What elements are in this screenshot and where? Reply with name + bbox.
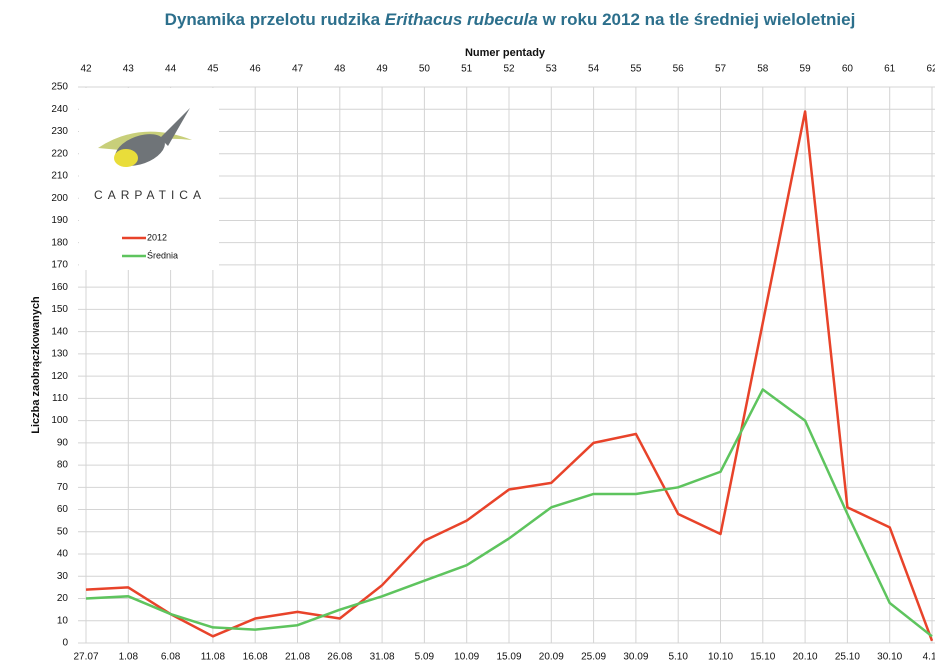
y-tick-label: 70	[57, 482, 69, 493]
top-tick-label: 47	[292, 64, 304, 75]
y-tick-label: 50	[57, 526, 69, 537]
x-tick-label: 15.10	[750, 652, 775, 663]
top-tick-label: 43	[123, 64, 135, 75]
y-tick-label: 250	[51, 82, 68, 93]
top-tick-label: 61	[884, 64, 896, 75]
series-line	[85, 110, 934, 642]
y-tick-label: 0	[62, 638, 68, 649]
x-tick-label: 21.08	[285, 652, 310, 663]
top-tick-label: 54	[588, 64, 600, 75]
top-tick-label: 48	[334, 64, 346, 75]
legend-label: 2012	[147, 232, 167, 242]
y-tick-label: 20	[57, 593, 69, 604]
top-tick-label: 58	[757, 64, 769, 75]
y-tick-label: 200	[51, 193, 68, 204]
top-tick-label: 50	[419, 64, 431, 75]
y-tick-label: 140	[51, 326, 68, 337]
x-tick-label: 20.10	[793, 652, 818, 663]
title-part: w roku 2012 na tle średniej wieloletniej	[538, 10, 855, 29]
top-tick-label: 51	[461, 64, 473, 75]
x-tick-label: 10.10	[708, 652, 733, 663]
x-tick-label: 26.08	[327, 652, 352, 663]
y-tick-label: 90	[57, 437, 69, 448]
title-part: Erithacus rubecula	[385, 10, 538, 29]
top-tick-label: 55	[630, 64, 642, 75]
logo-breast	[114, 149, 138, 167]
y-tick-label: 160	[51, 282, 68, 293]
top-tick-label: 59	[800, 64, 812, 75]
top-tick-label: 44	[165, 64, 177, 75]
y-tick-label: 110	[52, 393, 68, 404]
x-tick-label: 20.09	[539, 652, 564, 663]
y-tick-label: 10	[57, 615, 69, 626]
y-tick-label: 130	[51, 349, 68, 360]
y-tick-label: 60	[57, 504, 69, 515]
x-tick-label: 5.10	[668, 652, 688, 663]
x-tick-label: 16.08	[243, 652, 268, 663]
y-tick-label: 230	[51, 126, 68, 137]
legend-label: Średnia	[147, 249, 178, 260]
y-tick-label: 240	[51, 104, 68, 115]
y-tick-label: 220	[51, 148, 68, 159]
x-tick-label: 27.07	[73, 652, 98, 663]
y-tick-label: 100	[51, 415, 68, 426]
series-line	[85, 388, 933, 638]
top-tick-label: 56	[673, 64, 685, 75]
y-tick-label: 120	[51, 371, 68, 382]
x-tick-label: 1.08	[119, 652, 139, 663]
x-tick-label: 5.09	[415, 652, 435, 663]
chart-title: Dynamika przelotu rudzika Erithacus rube…	[165, 10, 856, 29]
top-tick-label: 46	[250, 64, 262, 75]
legend: 2012 Średnia	[122, 232, 178, 260]
x-tick-label: 10.09	[454, 652, 479, 663]
top-tick-label: 60	[842, 64, 854, 75]
x-tick-label: 30.09	[623, 652, 648, 663]
top-axis-label: Numer pentady	[465, 47, 546, 59]
top-tick-label: 42	[80, 64, 92, 75]
x-tick-label: 25.10	[835, 652, 860, 663]
top-tick-label: 57	[715, 64, 727, 75]
x-tick-label: 15.09	[496, 652, 521, 663]
x-tick-label: 31.08	[370, 652, 395, 663]
top-tick-label: 45	[207, 64, 219, 75]
logo-text: CARPATICA	[94, 188, 206, 202]
y-tick-label: 150	[51, 304, 68, 315]
logo-tail	[160, 108, 190, 146]
x-tick-label: 25.09	[581, 652, 606, 663]
x-tick-label: 6.08	[161, 652, 181, 663]
y-tick-label: 40	[57, 549, 69, 560]
legend-box	[79, 88, 219, 270]
y-axis-label: Liczba zaobrączkowanych	[30, 296, 42, 434]
y-tick-label: 210	[51, 171, 68, 182]
top-tick-label: 52	[503, 64, 515, 75]
x-tick-label: 30.10	[877, 652, 902, 663]
y-tick-label: 30	[57, 571, 69, 582]
top-tick-label: 49	[377, 64, 389, 75]
title-part: Dynamika przelotu rudzika	[165, 10, 385, 29]
y-tick-label: 170	[51, 260, 68, 271]
y-tick-label: 80	[57, 460, 69, 471]
y-tick-label: 190	[51, 215, 68, 226]
top-tick-label: 53	[546, 64, 558, 75]
x-tick-label: 4.11	[923, 652, 935, 663]
x-tick-label: 11.08	[201, 652, 226, 663]
top-tick-label: 62	[926, 64, 935, 75]
y-tick-label: 180	[51, 237, 68, 248]
